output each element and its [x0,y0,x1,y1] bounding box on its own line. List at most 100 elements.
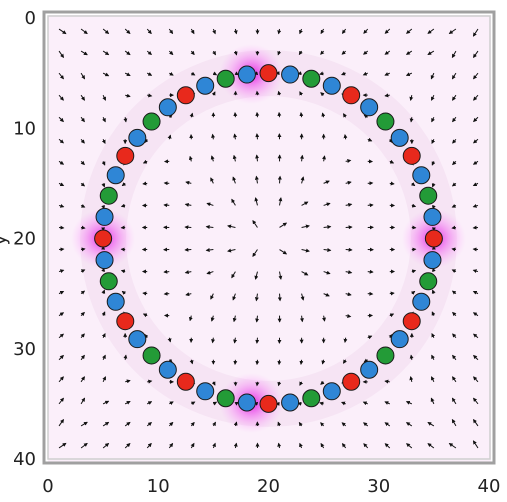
field-arrow [431,94,435,101]
field-arrow [472,203,479,208]
field-arrow [473,94,479,101]
field-arrow [210,177,214,184]
field-arrow [101,139,106,145]
field-arrow [323,247,332,252]
field-arrow [185,180,192,185]
field-arrow [406,28,413,34]
ring-bead [176,86,195,105]
field-arrow [473,138,479,144]
field-arrow [409,376,414,382]
field-arrow [345,180,352,185]
field-arrow [319,401,324,406]
field-arrow [255,337,260,344]
ring-bead [259,394,278,413]
field-arrow [299,28,303,35]
field-arrow [80,311,85,317]
field-arrow [452,160,457,166]
field-arrow [345,292,352,297]
field-arrow [472,440,479,449]
field-arrow [58,28,67,35]
ring-bead [423,207,442,226]
field-arrow [80,160,85,166]
field-arrow [212,28,216,35]
field-arrow [345,159,352,163]
field-arrow [102,354,106,360]
field-arrow [431,161,436,166]
field-arrow [319,71,324,76]
ring-bead [424,229,443,248]
field-arrow [409,354,414,360]
field-arrow [190,28,195,35]
ring-bead [281,65,300,84]
field-arrow [80,28,88,35]
field-arrow [58,397,64,405]
field-arrow [384,72,390,76]
field-arrow [232,293,237,301]
ring-bead [412,166,431,185]
ring-bead [419,272,438,291]
field-arrow [300,176,305,184]
field-arrow [384,443,391,449]
field-arrow [102,421,110,427]
field-arrow [232,176,237,184]
field-arrow [345,314,352,318]
field-arrow [80,138,85,144]
field-arrow [211,381,216,386]
field-arrow [451,182,457,187]
field-arrow [472,160,479,165]
ring-bead [158,360,177,379]
x-tick-label: 40 [478,476,501,497]
field-arrow [299,315,304,323]
field-arrow [452,354,457,361]
field-arrow [362,71,368,76]
field-arrow [212,71,218,76]
field-arrow [190,401,196,406]
ring-bead [412,292,431,311]
field-arrow [124,400,131,405]
field-arrow [320,442,325,449]
field-arrow [300,293,305,301]
field-arrow [58,138,64,144]
field-arrow [101,183,106,188]
field-arrow [231,271,236,279]
field-arrow [252,249,258,258]
field-arrow [322,315,326,322]
field-arrow [301,224,310,229]
field-arrow [146,28,152,35]
field-arrow [451,269,457,274]
field-arrow [277,442,282,449]
field-arrow [121,290,127,295]
ring-bead [99,186,118,205]
ring-bead [342,372,361,391]
field-arrow [472,269,479,274]
field-arrow [58,418,64,427]
field-arrow [102,117,106,123]
field-arrow [363,358,368,363]
field-arrow [431,376,435,383]
field-arrow [205,225,214,230]
field-arrow [211,133,216,140]
field-arrow [473,333,479,339]
field-arrow [168,421,174,427]
ring-bead [106,166,125,185]
field-arrow [410,290,416,295]
field-arrow [473,354,479,361]
x-tick-label: 0 [42,476,53,497]
field-arrow [167,134,172,140]
field-arrow [320,50,325,55]
field-arrow [299,154,304,162]
field-arrow [323,180,330,185]
field-arrow [299,381,304,386]
field-arrow [80,203,86,208]
field-arrow [448,28,457,34]
field-arrow [101,311,106,316]
field-arrow [452,116,457,123]
field-arrow [384,422,391,427]
field-arrow [234,71,239,76]
field-arrow [341,443,347,449]
ring-bead [116,312,135,331]
field-arrow [146,442,152,449]
field-arrow [212,50,216,56]
field-arrow [341,422,347,427]
field-arrow [185,292,192,297]
